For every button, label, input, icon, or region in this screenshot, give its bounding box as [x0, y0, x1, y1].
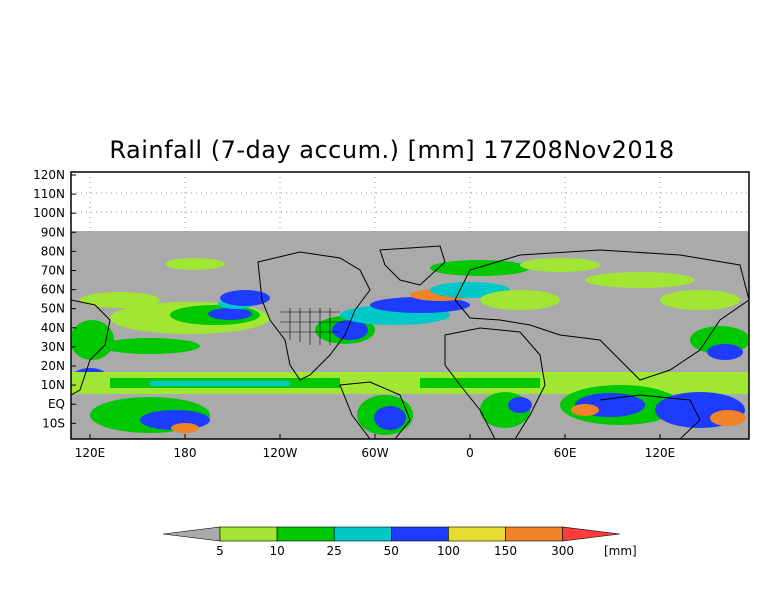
rain-patch	[165, 258, 225, 270]
rain-patch	[171, 423, 199, 433]
colorbar-label: 10	[269, 544, 284, 558]
lat-label: 90N	[41, 225, 65, 239]
lon-label: 180	[174, 446, 197, 460]
colorbar-segment	[448, 526, 506, 542]
colorbar-label: 50	[384, 544, 399, 558]
rain-patch	[520, 258, 600, 272]
grid-lines	[71, 172, 749, 231]
colorbar-label: 25	[327, 544, 342, 558]
lon-label: 60E	[554, 446, 577, 460]
lon-label: 60W	[361, 446, 388, 460]
lat-label: 60N	[41, 283, 65, 297]
lat-label: 10S	[42, 416, 65, 430]
longitude-axis: 120E 180 120W 60W 0 60E 120E	[75, 434, 676, 460]
colorbar-label: 5	[216, 544, 224, 558]
rain-patch	[707, 344, 743, 360]
colorbar-segment	[390, 526, 449, 542]
north-america-outline	[257, 251, 371, 381]
rain-band	[420, 378, 540, 388]
rain-patch	[71, 320, 114, 360]
maritime-continent-outline	[599, 394, 701, 439]
lat-label: 10N	[41, 378, 65, 392]
plot-frame	[70, 171, 750, 440]
lat-label: 120N	[33, 168, 65, 182]
colorbar-segment	[505, 526, 563, 542]
lon-label: 120E	[75, 446, 106, 460]
map-title: Rainfall (7-day accum.) [mm] 17Z08Nov201…	[109, 136, 675, 164]
lat-label: 80N	[41, 244, 65, 258]
lat-label: 100N	[33, 206, 65, 220]
south-america-outline	[339, 381, 411, 439]
rain-patch	[220, 290, 270, 306]
rain-patch	[710, 410, 746, 426]
rain-patch	[100, 338, 200, 354]
lon-label: 120E	[645, 446, 676, 460]
state-boundaries	[280, 308, 345, 345]
colorbar-high-arrow	[562, 526, 621, 542]
colorbar: 5 10 25 50 100 150 300	[162, 526, 621, 558]
lat-label: 20N	[41, 359, 65, 373]
rain-patch	[208, 308, 252, 320]
colorbar-label: 150	[494, 544, 517, 558]
rain-patch	[508, 397, 532, 413]
colorbar-segment	[219, 526, 278, 542]
lat-label: 110N	[33, 187, 65, 201]
rain-patch	[571, 404, 599, 416]
rain-patch	[430, 260, 530, 276]
rain-patch	[80, 292, 160, 308]
colorbar-label: 300	[551, 544, 574, 558]
lon-label: 120W	[263, 446, 298, 460]
lon-label: 0	[466, 446, 474, 460]
lat-label: 30N	[41, 340, 65, 354]
coastlines	[71, 245, 749, 439]
eurasia-outline	[454, 249, 749, 381]
greenland-outline	[379, 245, 446, 286]
rain-band	[71, 372, 749, 394]
lat-label: EQ	[48, 397, 65, 411]
rain-patch	[585, 272, 695, 288]
lat-label: 50N	[41, 302, 65, 316]
colorbar-segment	[333, 526, 392, 542]
africa-outline	[444, 327, 546, 439]
colorbar-segment	[276, 526, 335, 542]
latitude-axis: 120N 110N 100N 90N 80N 70N 60N 50N 40N 30N 20N 10N E…	[33, 168, 76, 430]
rain-patch	[480, 290, 560, 310]
rain-patch	[332, 320, 368, 340]
colorbar-low-arrow	[162, 526, 221, 542]
rain-patch	[660, 290, 740, 310]
colorbar-units: [mm]	[604, 544, 637, 558]
rain-patch	[370, 297, 470, 313]
east-asia-outline	[71, 299, 111, 396]
colorbar-label: 100	[437, 544, 460, 558]
lat-label: 40N	[41, 321, 65, 335]
rain-band	[150, 381, 290, 386]
lat-label: 70N	[41, 264, 65, 278]
rain-patch	[374, 406, 406, 430]
